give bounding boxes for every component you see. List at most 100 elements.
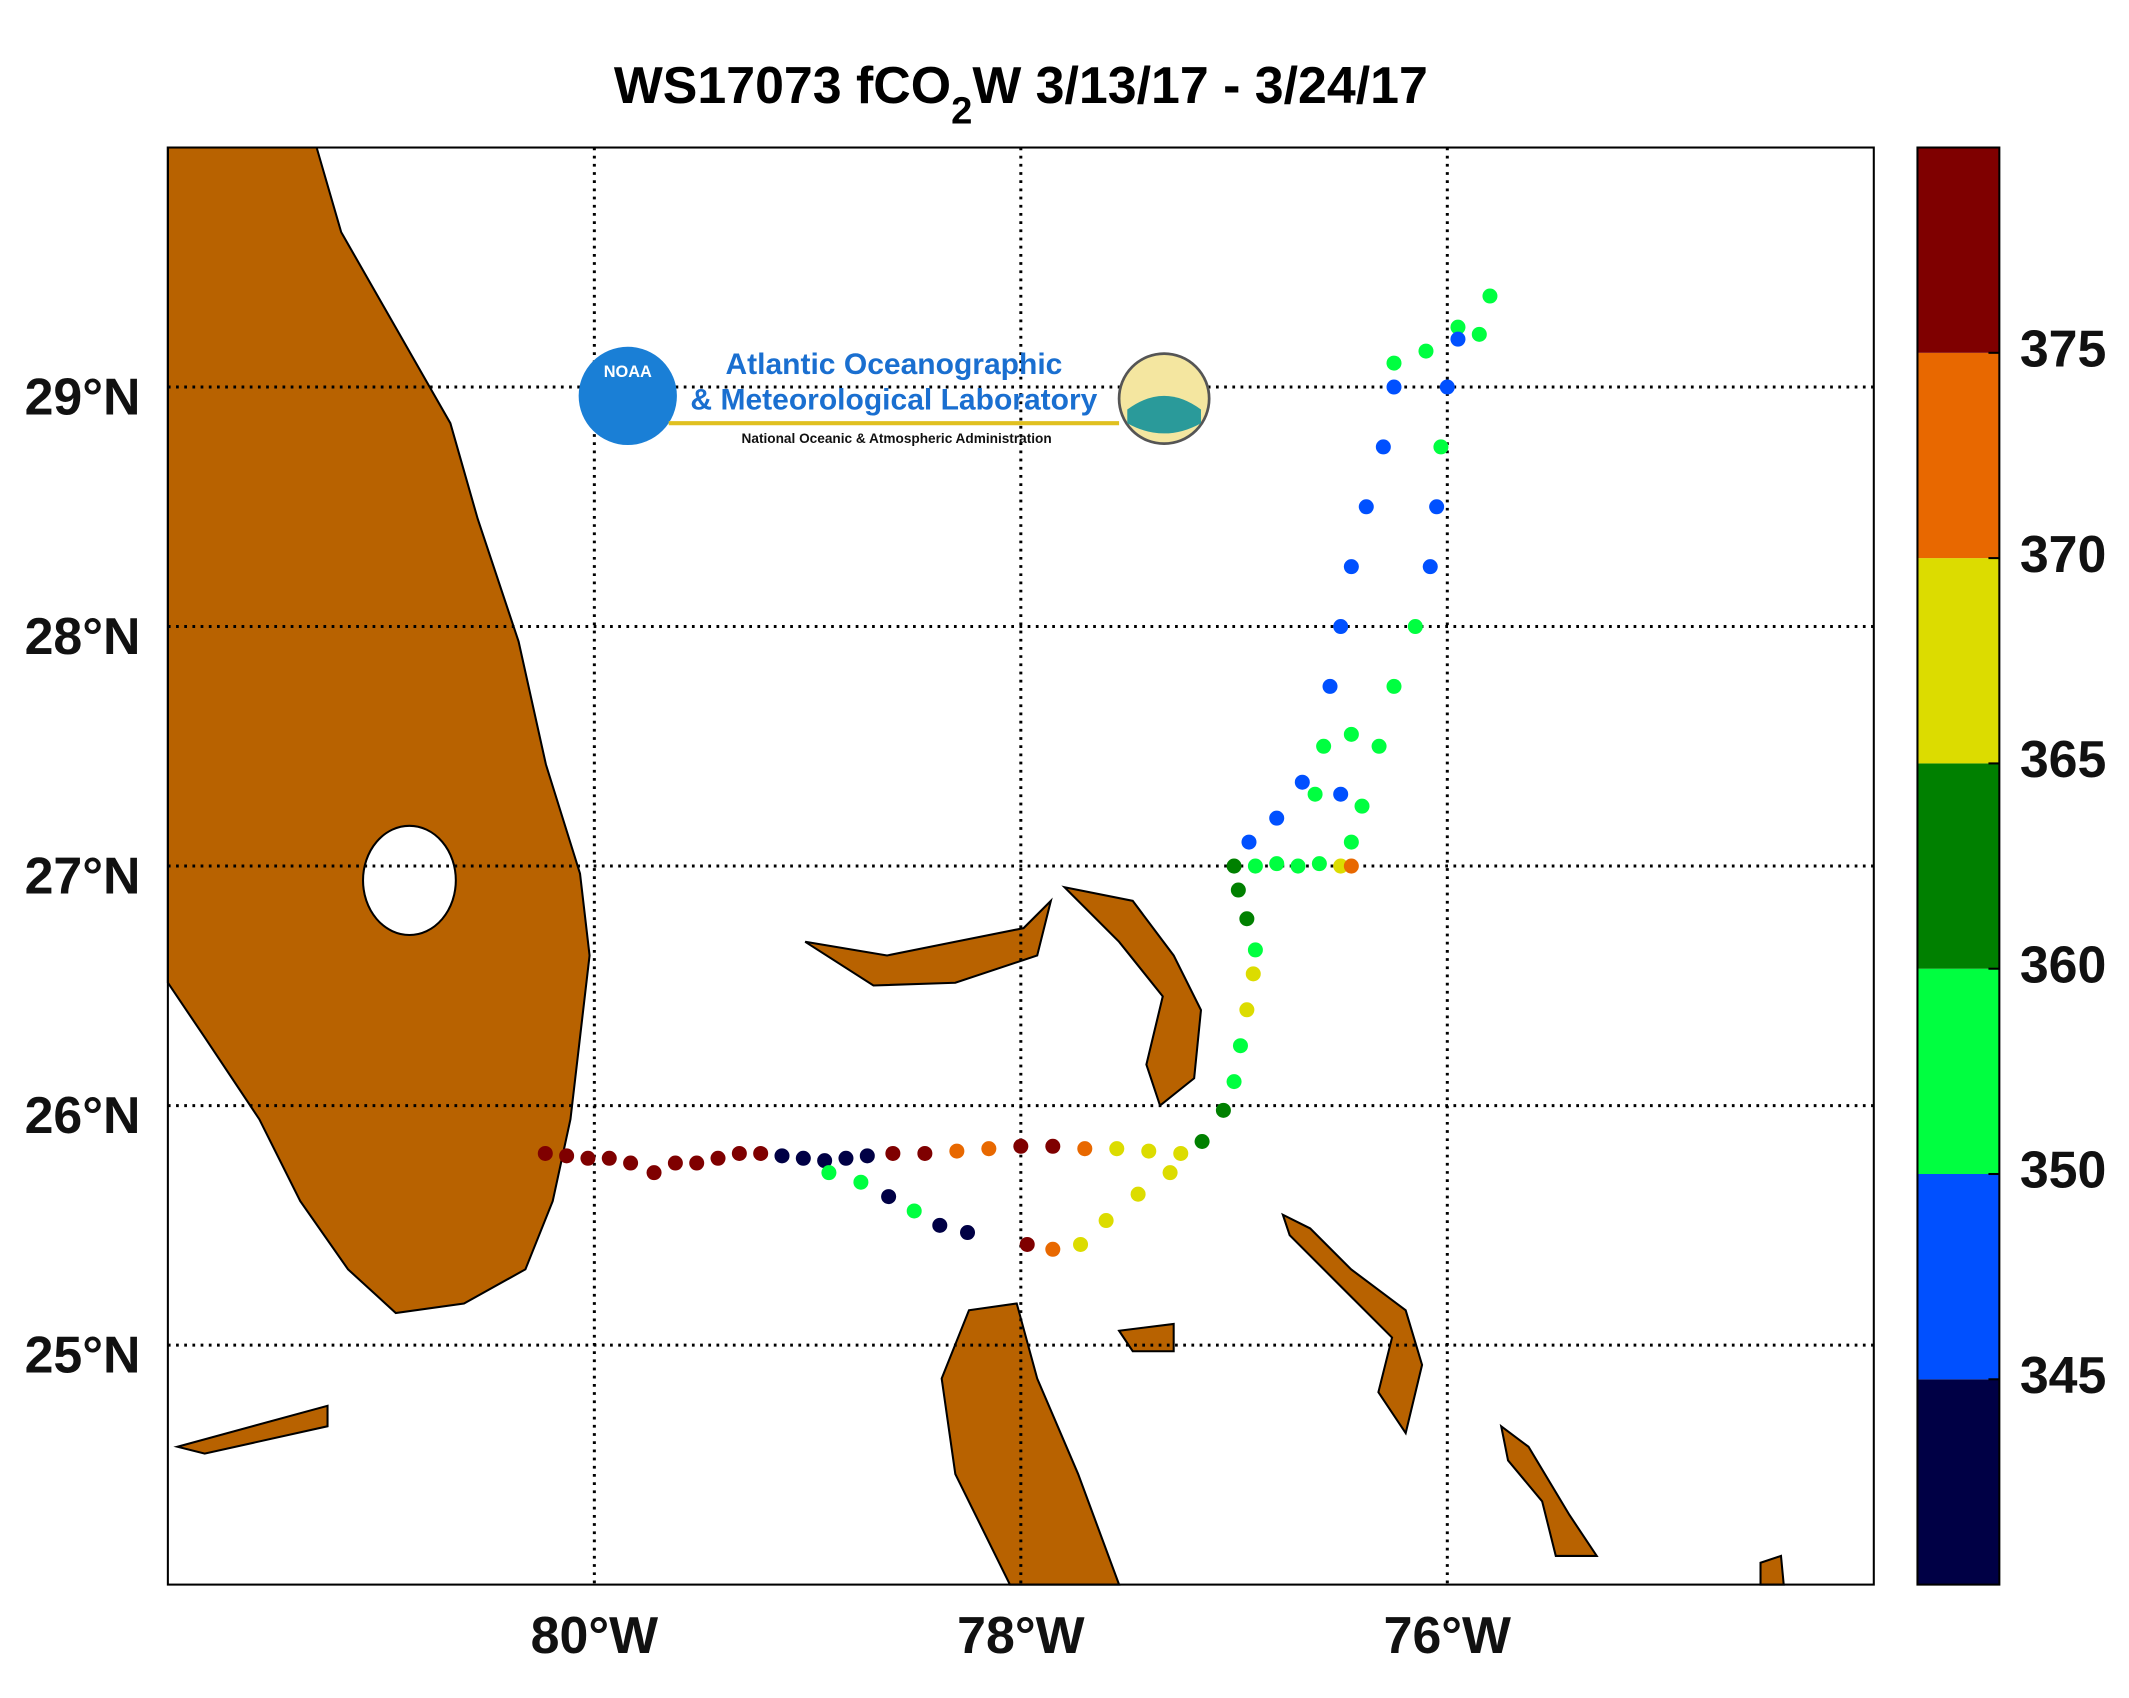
track-point	[949, 1143, 965, 1159]
track-point	[1269, 810, 1285, 826]
track-point	[1141, 1143, 1157, 1159]
track-point	[795, 1150, 811, 1166]
track-point	[1226, 858, 1242, 874]
track-point	[1333, 619, 1349, 635]
y-tick-label: 26°N	[25, 1086, 141, 1144]
track-point	[1013, 1138, 1029, 1154]
track-point	[906, 1203, 922, 1219]
colorbar-band	[1917, 147, 2000, 353]
track-point	[1322, 678, 1338, 694]
track-point	[1239, 911, 1255, 927]
track-point	[917, 1145, 933, 1161]
track-point	[646, 1165, 662, 1181]
track-point	[559, 1148, 575, 1164]
track-point	[667, 1155, 683, 1171]
title-subscript: 2	[951, 89, 972, 132]
track-point	[1471, 326, 1487, 342]
track-point	[1343, 858, 1359, 874]
title-text: WS17073 fCO	[614, 56, 951, 114]
seal-wave	[1127, 395, 1201, 434]
track-point	[1194, 1133, 1210, 1150]
track-point	[1230, 882, 1246, 898]
track-point	[1290, 858, 1306, 874]
track-point	[1343, 559, 1359, 575]
y-tick-label: 29°N	[25, 367, 141, 425]
lab-logo: NOAA Atlantic Oceanographic & Meteorolog…	[578, 346, 1211, 446]
track-point	[981, 1141, 997, 1157]
track-point	[774, 1148, 790, 1164]
track-point	[853, 1174, 869, 1190]
track-point	[838, 1150, 854, 1166]
map-area: NOAA Atlantic Oceanographic & Meteorolog…	[166, 146, 1875, 1586]
colorbar-tick-label: 370	[2020, 525, 2107, 583]
track-point	[1294, 774, 1310, 790]
track-point	[881, 1189, 897, 1205]
y-tick-label: 25°N	[25, 1325, 141, 1383]
track-point	[1247, 858, 1263, 874]
track-point	[1226, 1074, 1242, 1090]
track-point	[1358, 499, 1374, 515]
colorbar-tick-label: 345	[2020, 1346, 2107, 1404]
noaa-emblem	[578, 346, 677, 446]
track-point	[710, 1150, 726, 1166]
track-point	[1343, 834, 1359, 850]
logo-line: National Oceanic & Atmospheric Administr…	[742, 431, 1052, 446]
noaa-badge: NOAA	[604, 363, 652, 381]
florida-keys	[173, 1404, 329, 1455]
colorbar-band	[1917, 352, 2000, 559]
track-point	[1386, 379, 1402, 395]
x-tick-label: 76°W	[1384, 1606, 1511, 1664]
abaco	[1061, 885, 1203, 1108]
track-point	[1422, 559, 1438, 575]
colorbar-tick-label: 360	[2020, 935, 2107, 993]
track-point	[1407, 619, 1423, 635]
colorbar-band	[1917, 763, 2000, 969]
track-point	[1316, 738, 1332, 754]
lake-okeechobee	[361, 824, 457, 937]
track-point	[817, 1153, 833, 1169]
track-point	[1354, 798, 1370, 814]
map-title: WS17073 fCO2W 3/13/17 - 3/24/17	[614, 56, 1428, 133]
colorbar-band	[1917, 558, 2000, 764]
track-point	[731, 1145, 747, 1161]
x-tick-label: 80°W	[531, 1606, 658, 1664]
track-point	[1482, 288, 1498, 304]
plot-frame	[166, 146, 1875, 1586]
track-point	[1450, 319, 1466, 335]
logo-line: Atlantic Oceanographic	[725, 348, 1062, 381]
track-point	[1019, 1236, 1035, 1252]
track-point	[1073, 1236, 1089, 1252]
logo-line: & Meteorological Laboratory	[690, 383, 1097, 416]
track-point	[1045, 1138, 1061, 1154]
track-point	[1215, 1102, 1231, 1118]
track-point	[689, 1155, 705, 1171]
x-tick-label: 78°W	[957, 1606, 1084, 1664]
track-point	[821, 1165, 837, 1181]
track-point	[1311, 856, 1327, 872]
track-point	[932, 1217, 948, 1233]
track-point	[1371, 738, 1387, 754]
island	[1499, 1423, 1599, 1557]
track-point	[1045, 1241, 1061, 1257]
track-point	[1239, 1002, 1255, 1018]
track-point	[1450, 331, 1466, 347]
grand-bahama	[804, 897, 1053, 987]
colorbar-tick-label: 350	[2020, 1141, 2107, 1199]
track-point	[601, 1150, 617, 1166]
track-point	[1429, 499, 1445, 515]
y-tick-label: 28°N	[25, 607, 141, 665]
track-point	[1130, 1186, 1146, 1202]
track-point	[1173, 1145, 1189, 1161]
colorbar: 345 350 360 365 370 375	[1916, 146, 2107, 1586]
y-tick-label: 27°N	[25, 846, 141, 904]
colorbar-tick-label: 365	[2020, 730, 2107, 788]
track-point	[1232, 1038, 1248, 1054]
track-point	[1241, 834, 1257, 850]
track-point	[1269, 856, 1285, 872]
track-point	[1439, 379, 1455, 395]
track-point	[1162, 1165, 1178, 1181]
track-point	[1343, 726, 1359, 742]
landmass	[166, 146, 1785, 1586]
track-point	[859, 1148, 875, 1164]
